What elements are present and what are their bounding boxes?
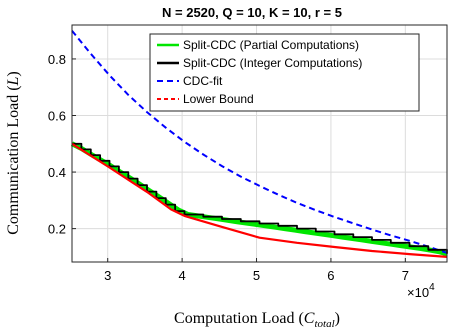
x-tick-label: 6 <box>327 268 334 283</box>
x-multiplier-base: ×10 <box>407 285 429 300</box>
chart-title: N = 2520, Q = 10, K = 10, r = 5 <box>162 5 342 20</box>
legend-label-partial: Split-CDC (Partial Computations) <box>183 38 359 52</box>
series-layer <box>70 30 448 258</box>
y-tick-label: 0.4 <box>48 165 66 180</box>
x-tick-label: 4 <box>179 268 186 283</box>
y-tick-label: 0.2 <box>48 222 66 237</box>
y-axis-label-main: Communication Load ( <box>5 85 22 234</box>
y-tick-label: 0.6 <box>48 109 66 124</box>
legend-box <box>149 33 420 112</box>
legend-label-integer: Split-CDC (Integer Computations) <box>183 56 362 70</box>
x-tick-label: 7 <box>402 268 409 283</box>
series-split-cdc-integer <box>72 142 448 254</box>
y-axis-label: Communication Load (L) <box>5 71 22 235</box>
plot-frame <box>71 24 448 263</box>
series-cdc-fit <box>71 30 448 254</box>
legend: Split-CDC (Partial Computations) Split-C… <box>149 33 420 112</box>
y-axis-label-close: ) <box>5 71 22 76</box>
y-axis-label-var: L <box>5 76 22 86</box>
x-axis-label-var: C <box>304 310 315 327</box>
x-multiplier: ×104 <box>407 282 435 300</box>
legend-label-lowerbound: Lower Bound <box>183 92 254 106</box>
ticks: 3 4 5 6 7 0.2 0.4 0.6 0.8 <box>48 52 409 283</box>
series-lower-bound <box>71 142 448 258</box>
x-tick-label: 3 <box>104 268 111 283</box>
x-axis-label-sub: total <box>314 318 334 330</box>
series-split-cdc-partial <box>70 141 448 257</box>
y-tick-label: 0.8 <box>48 52 66 67</box>
x-axis-label-close: ) <box>335 310 340 327</box>
x-axis-label: Computation Load (Ctotal) <box>174 310 340 330</box>
x-multiplier-exp: 4 <box>429 282 435 293</box>
x-axis-label-main: Computation Load ( <box>174 310 304 327</box>
x-tick-label: 5 <box>253 268 260 283</box>
legend-label-cdcfit: CDC-fit <box>183 74 223 88</box>
